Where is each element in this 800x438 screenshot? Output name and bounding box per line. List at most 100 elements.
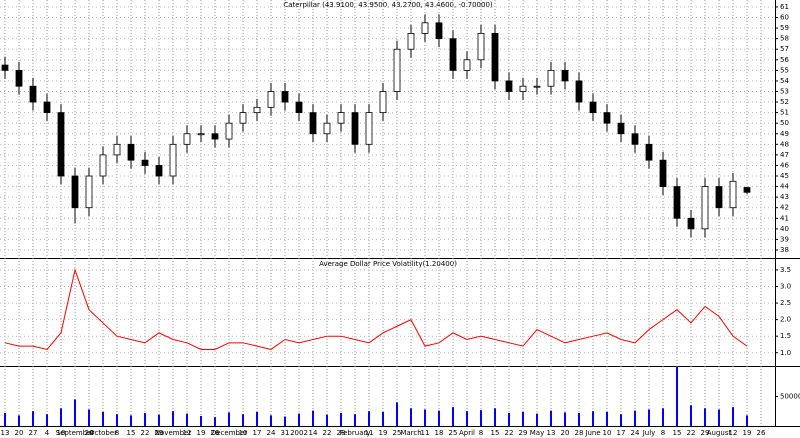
x-tick-label: 20: [561, 429, 570, 437]
candle-body: [85, 175, 93, 209]
candle-body: [519, 85, 527, 92]
candle-body: [169, 143, 177, 177]
candle-body: [393, 48, 401, 92]
y-tick-label: 55: [780, 66, 789, 74]
volume-bar: [130, 415, 132, 426]
y-tick-label: 38: [780, 246, 789, 254]
y-tick-label: 50000: [780, 393, 800, 401]
y-tick-label: 46: [780, 161, 789, 169]
x-tick-label: 15: [491, 429, 500, 437]
y-tick-label: 56: [780, 56, 789, 64]
volume-bar: [46, 414, 48, 426]
candle-body: [71, 175, 79, 209]
volume-bar: [354, 414, 356, 426]
x-tick-label: 28: [575, 429, 584, 437]
volume-bar: [508, 413, 510, 426]
candle-body: [589, 101, 597, 114]
volume-bar: [466, 411, 468, 426]
volume-bar: [116, 414, 118, 426]
candle-body: [225, 122, 233, 140]
x-tick-label: 11: [365, 429, 374, 437]
indicator-title: Average Dollar Price Volatility(1.20400): [319, 260, 457, 268]
volume-bar: [284, 416, 286, 426]
volume-bar: [522, 411, 524, 426]
y-tick-label: 44: [780, 183, 789, 191]
volume-bar: [438, 410, 440, 426]
volume-bar: [634, 410, 636, 426]
volume-bar: [368, 411, 370, 426]
y-tick-label: 40: [780, 225, 789, 233]
volume-bar: [704, 408, 706, 426]
x-tick-label: 13: [547, 429, 556, 437]
volume-bar: [662, 408, 664, 426]
volume-bar: [74, 399, 76, 426]
y-tick-label: 47: [780, 151, 789, 159]
candle-body: [673, 186, 681, 219]
x-tick-label: July: [642, 429, 656, 437]
x-tick-label: 10: [239, 429, 248, 437]
candle-body: [309, 112, 317, 135]
y-tick-label: 57: [780, 45, 789, 53]
candle-body: [631, 133, 639, 145]
candle-body: [113, 143, 121, 156]
x-tick-label: 25: [449, 429, 458, 437]
x-tick-label: 17: [253, 429, 262, 437]
x-tick-label: 26: [757, 429, 766, 437]
y-tick-label: 1.5: [780, 332, 791, 340]
candle-body: [365, 112, 373, 145]
volume-bar: [214, 417, 216, 426]
y-tick-label: 49: [780, 130, 789, 138]
x-tick-label: 15: [127, 429, 136, 437]
x-tick-label: 20: [15, 429, 24, 437]
volume-bar: [452, 407, 454, 426]
volume-bar: [172, 411, 174, 426]
x-tick-label: 31: [281, 429, 290, 437]
candle-body: [449, 38, 457, 71]
y-tick-label: 39: [780, 235, 789, 243]
volume-bar: [298, 413, 300, 426]
x-tick-label: February: [339, 429, 370, 437]
volume-bar: [550, 410, 552, 426]
volume-bar: [564, 412, 566, 426]
x-tick-label: 29: [155, 429, 164, 437]
volume-bar: [186, 413, 188, 426]
volume-bar: [396, 402, 398, 426]
candle-body: [659, 159, 667, 187]
volume-bar: [242, 414, 244, 426]
x-tick-label: 28: [337, 429, 346, 437]
candle-body: [267, 91, 275, 108]
x-tick-label: 19: [379, 429, 388, 437]
y-tick-label: 58: [780, 35, 789, 43]
volume-bar: [676, 367, 678, 426]
x-tick-label: 4: [45, 429, 50, 437]
candle-body: [323, 122, 331, 135]
candle-body: [505, 80, 513, 92]
x-tick-label: March: [400, 429, 421, 437]
x-tick-label: 22: [323, 429, 332, 437]
volume-bar: [4, 413, 6, 426]
x-tick-label: 19: [197, 429, 206, 437]
candle-body: [141, 159, 149, 166]
volume-bar: [312, 410, 314, 426]
chart-title: Caterpillar (43.9100, 43.9500, 43.2700, …: [283, 1, 493, 9]
volume-bar: [648, 409, 650, 426]
x-tick-label: 24: [631, 429, 640, 437]
volume-bar: [326, 414, 328, 426]
candle-body: [435, 22, 443, 40]
x-tick-label: 29: [701, 429, 710, 437]
candle-body: [127, 143, 135, 161]
candle-body: [575, 80, 583, 103]
volume-bar: [32, 411, 34, 426]
candle-body: [491, 32, 499, 82]
volume-bar: [88, 409, 90, 426]
volume-bar: [494, 408, 496, 426]
y-tick-label: 50: [780, 119, 789, 127]
candle-body: [701, 186, 709, 230]
y-tick-label: 60: [780, 14, 789, 22]
volume-bar: [256, 411, 258, 426]
x-tick-label: 17: [617, 429, 626, 437]
x-tick-label: 14: [309, 429, 318, 437]
volume-bar: [606, 411, 608, 426]
x-tick-label: 29: [519, 429, 528, 437]
candle-body: [743, 187, 751, 193]
